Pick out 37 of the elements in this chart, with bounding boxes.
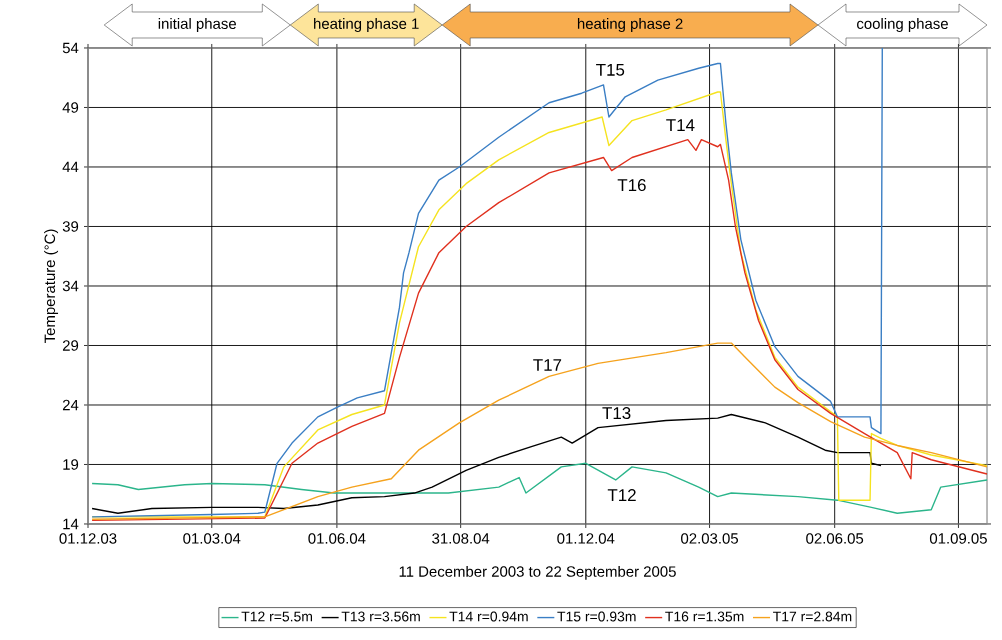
x-axis-title: 11 December 2003 to 22 September 2005 <box>399 565 676 580</box>
y-tick-label: 19 <box>63 459 79 470</box>
annotation: T12 <box>607 489 636 501</box>
legend-label: T12 r=5.5m <box>241 611 312 622</box>
legend-label: T14 r=0.94m <box>449 611 528 622</box>
text: cooling phase <box>857 18 948 32</box>
y-tick-label: 34 <box>62 280 79 292</box>
annotation: T13 <box>602 407 631 420</box>
y-tick-label: 39 <box>62 221 79 232</box>
x-tick-label: 01.06.04 <box>308 533 366 544</box>
annotation: T17 <box>533 359 562 371</box>
text: heating phase 2 <box>577 18 683 32</box>
text: heating phase 1 <box>314 18 419 32</box>
y-tick-label: 29 <box>62 340 79 351</box>
annotation: T16 <box>617 179 646 192</box>
text: initial phase <box>158 18 236 32</box>
y-tick-label: 44 <box>62 161 79 173</box>
x-tick-label: 01.09.05 <box>929 533 987 544</box>
legend-label: T16 r=1.35m <box>665 611 744 622</box>
y-axis-title: Temperature (°C) <box>44 229 59 344</box>
x-tick-label: 31.08.04 <box>432 533 490 544</box>
legend-label: T15 r=0.93m <box>557 611 636 622</box>
y-tick-label: 49 <box>62 102 79 113</box>
x-tick-label: 01.12.04 <box>557 533 615 544</box>
x-tick-label: 01.12.03 <box>59 533 117 544</box>
annotation: T14 <box>666 119 695 131</box>
x-tick-label: 02.03.05 <box>681 533 739 544</box>
line-series <box>91 47 883 518</box>
annotation: T15 <box>596 63 625 76</box>
x-tick-label: 01.03.04 <box>183 533 241 544</box>
x-tick-label: 02.06.05 <box>806 533 864 544</box>
legend-label: T13 r=3.56m <box>341 611 420 622</box>
legend-label: T17 r=2.84m <box>773 611 852 622</box>
y-tick-label: 24 <box>62 399 79 411</box>
y-tick-label: 54 <box>62 42 79 54</box>
y-tick-label: 14 <box>63 518 79 530</box>
line-series <box>91 342 988 520</box>
